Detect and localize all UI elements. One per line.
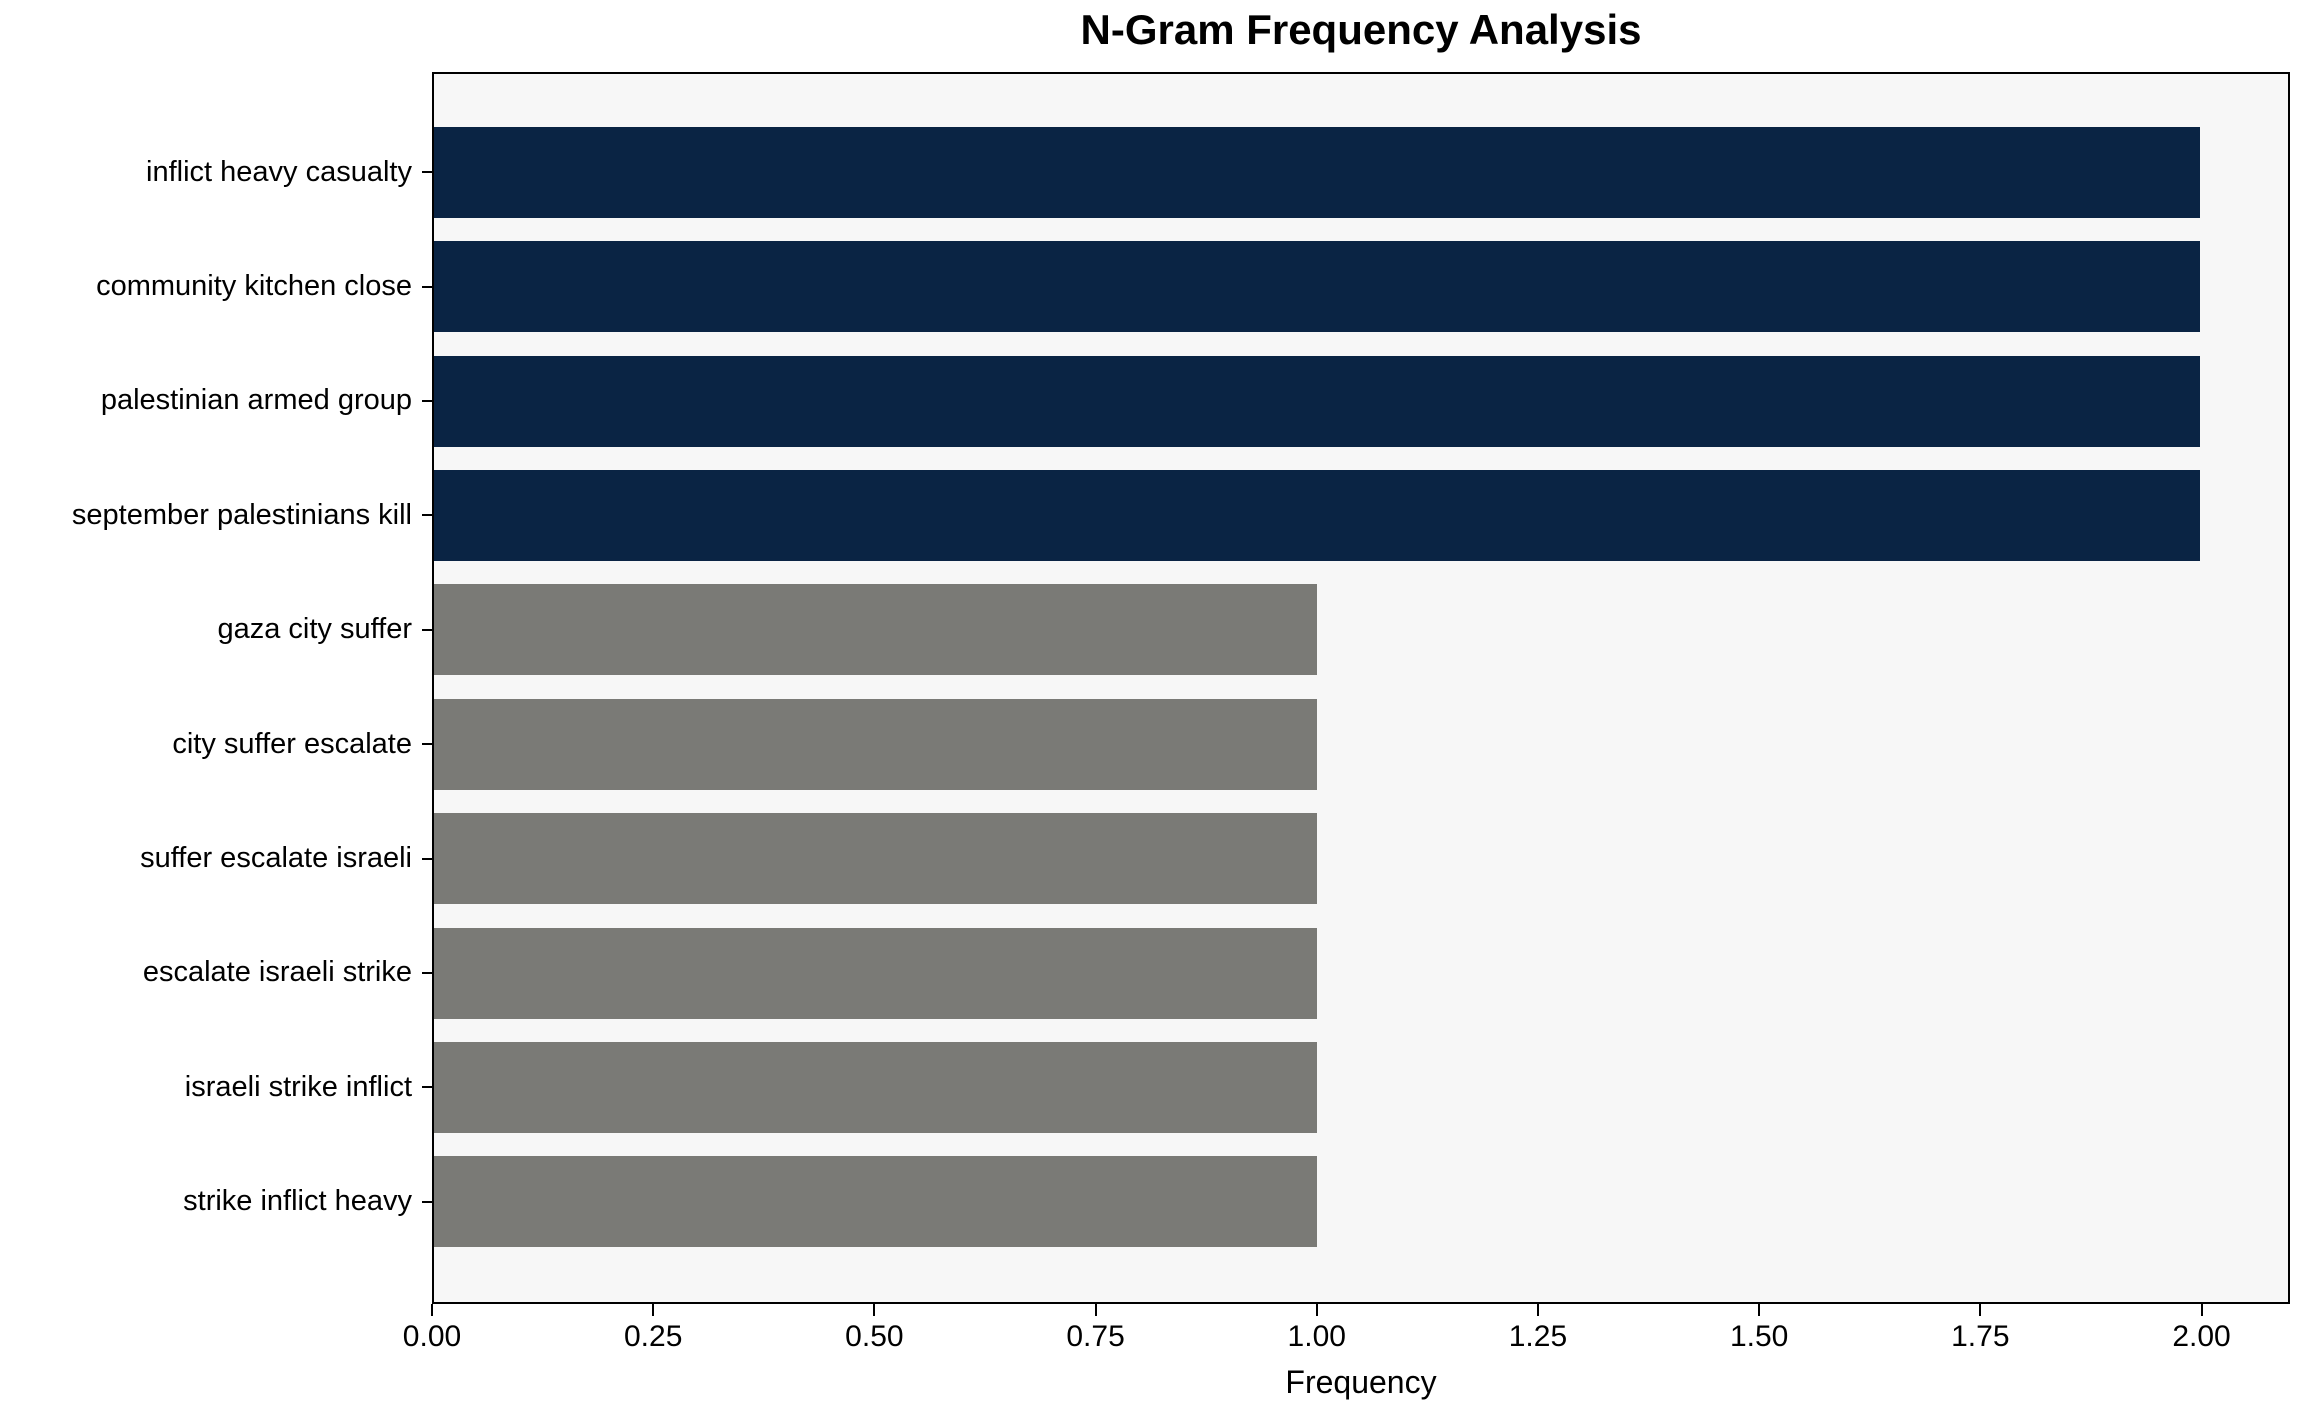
- x-tick-mark: [873, 1304, 876, 1316]
- category-label: israeli strike inflict: [184, 1070, 412, 1103]
- x-tick-label: 0.25: [623, 1320, 683, 1353]
- bar: [434, 584, 1317, 676]
- x-tick-label: 1.50: [1729, 1320, 1789, 1353]
- x-tick-label: 1.00: [1287, 1320, 1346, 1353]
- y-tick-mark: [422, 972, 432, 974]
- bar: [434, 1156, 1317, 1248]
- category-label: palestinian armed group: [100, 384, 412, 417]
- x-tick-label: 2.00: [2172, 1320, 2231, 1353]
- bar: [434, 469, 2200, 561]
- category-label: inflict heavy casualty: [146, 155, 412, 188]
- x-tick-mark: [652, 1304, 655, 1316]
- category-label: september palestinians kill: [71, 498, 412, 531]
- bar: [434, 927, 1317, 1019]
- bar: [434, 698, 1317, 790]
- bar: [434, 126, 2200, 218]
- y-tick-mark: [422, 285, 432, 288]
- x-tick-mark: [1315, 1304, 1318, 1316]
- x-tick-label: 1.25: [1508, 1320, 1568, 1353]
- y-tick-mark: [422, 514, 432, 517]
- bar: [434, 241, 2200, 333]
- x-axis-title: Frequency: [1285, 1364, 1437, 1400]
- x-tick-mark: [1979, 1304, 1982, 1316]
- y-tick-mark: [422, 1200, 432, 1203]
- x-tick-label: 0.00: [402, 1320, 462, 1353]
- category-label: city suffer escalate: [172, 727, 412, 760]
- category-label: community kitchen close: [96, 270, 412, 303]
- y-tick-mark: [422, 743, 432, 746]
- x-tick-label: 0.75: [1066, 1320, 1125, 1353]
- y-tick-mark: [422, 857, 432, 860]
- x-tick-mark: [2200, 1304, 2203, 1316]
- bar: [434, 1041, 1317, 1133]
- bar: [434, 813, 1317, 905]
- x-tick-mark: [1094, 1304, 1097, 1316]
- y-tick-mark: [422, 628, 432, 631]
- x-tick-label: 1.75: [1951, 1320, 2010, 1353]
- category-label: suffer escalate israeli: [140, 842, 412, 875]
- bar: [434, 355, 2200, 447]
- category-label: strike inflict heavy: [183, 1185, 412, 1218]
- x-tick-mark: [1758, 1304, 1761, 1316]
- y-tick-mark: [422, 171, 432, 174]
- category-label: gaza city suffer: [217, 613, 412, 646]
- plot-area: [432, 72, 2290, 1304]
- x-tick-mark: [431, 1304, 433, 1316]
- chart-title: N-Gram Frequency Analysis: [1080, 6, 1642, 53]
- category-label: escalate israeli strike: [142, 956, 412, 989]
- y-tick-mark: [422, 400, 432, 402]
- x-tick-label: 0.50: [845, 1320, 904, 1353]
- y-tick-mark: [422, 1086, 432, 1089]
- x-tick-mark: [1536, 1304, 1539, 1316]
